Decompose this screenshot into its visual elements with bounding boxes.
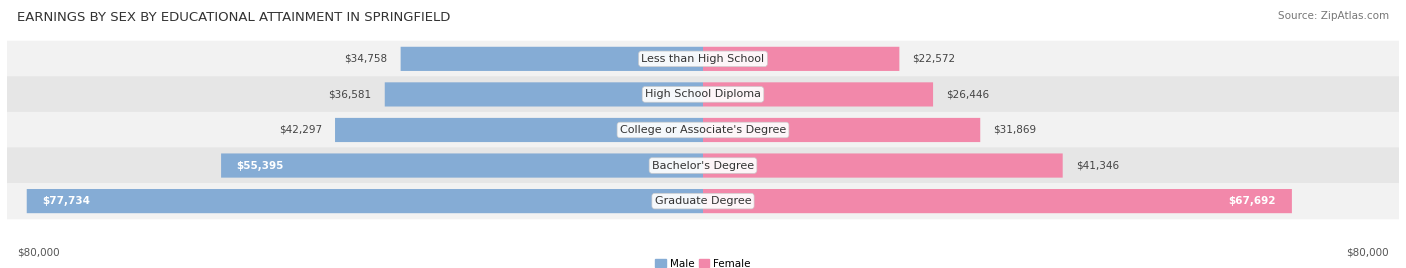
Text: $22,572: $22,572	[912, 54, 956, 64]
Text: Source: ZipAtlas.com: Source: ZipAtlas.com	[1278, 11, 1389, 21]
FancyBboxPatch shape	[7, 112, 1399, 148]
FancyBboxPatch shape	[703, 154, 1063, 178]
Text: High School Diploma: High School Diploma	[645, 90, 761, 99]
FancyBboxPatch shape	[385, 82, 703, 106]
FancyBboxPatch shape	[703, 118, 980, 142]
FancyBboxPatch shape	[7, 41, 1399, 77]
Legend: Male, Female: Male, Female	[651, 254, 755, 268]
Text: $26,446: $26,446	[946, 90, 990, 99]
FancyBboxPatch shape	[7, 147, 1399, 184]
FancyBboxPatch shape	[7, 76, 1399, 113]
Text: $31,869: $31,869	[993, 125, 1036, 135]
FancyBboxPatch shape	[27, 189, 703, 213]
Text: $41,346: $41,346	[1076, 161, 1119, 170]
Text: Less than High School: Less than High School	[641, 54, 765, 64]
Text: Bachelor's Degree: Bachelor's Degree	[652, 161, 754, 170]
Text: $36,581: $36,581	[329, 90, 371, 99]
FancyBboxPatch shape	[703, 47, 900, 71]
FancyBboxPatch shape	[401, 47, 703, 71]
Text: College or Associate's Degree: College or Associate's Degree	[620, 125, 786, 135]
FancyBboxPatch shape	[335, 118, 703, 142]
Text: $42,297: $42,297	[278, 125, 322, 135]
FancyBboxPatch shape	[7, 183, 1399, 219]
Text: $67,692: $67,692	[1229, 196, 1277, 206]
Text: Graduate Degree: Graduate Degree	[655, 196, 751, 206]
Text: $80,000: $80,000	[1347, 247, 1389, 257]
FancyBboxPatch shape	[221, 154, 703, 178]
Text: EARNINGS BY SEX BY EDUCATIONAL ATTAINMENT IN SPRINGFIELD: EARNINGS BY SEX BY EDUCATIONAL ATTAINMEN…	[17, 11, 450, 24]
Text: $55,395: $55,395	[236, 161, 284, 170]
Text: $77,734: $77,734	[42, 196, 90, 206]
Text: $34,758: $34,758	[344, 54, 388, 64]
Text: $80,000: $80,000	[17, 247, 59, 257]
FancyBboxPatch shape	[703, 189, 1292, 213]
FancyBboxPatch shape	[703, 82, 934, 106]
